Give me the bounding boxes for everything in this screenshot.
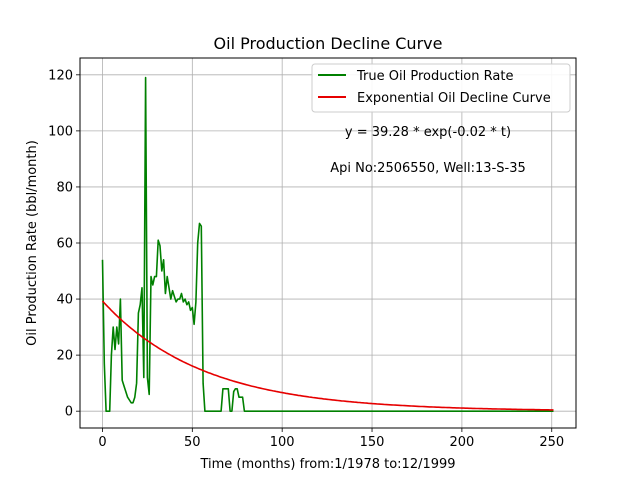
x-tick-label: 0 xyxy=(98,435,106,450)
y-tick-label: 60 xyxy=(56,237,73,252)
y-tick-label: 40 xyxy=(56,293,73,308)
x-tick-label: 200 xyxy=(449,435,474,450)
legend-label-true-rate: True Oil Production Rate xyxy=(356,69,513,84)
y-tick-label: 100 xyxy=(48,124,73,139)
axis-ticks: 0 50 100 150 200 250 0 20 40 60 80 100 120 xyxy=(48,68,564,450)
equation-annotation: y = 39.28 * exp(-0.02 * t) xyxy=(345,125,511,140)
x-tick-label: 250 xyxy=(539,435,564,450)
x-tick-label: 150 xyxy=(360,435,385,450)
x-tick-label: 50 xyxy=(184,435,201,450)
legend-box xyxy=(311,63,571,113)
y-axis-label: Oil Production Rate (bbl/month) xyxy=(25,140,40,346)
plot-lines xyxy=(101,76,554,413)
exponential-decline-line xyxy=(101,300,554,411)
well-annotation: Api No:2506550, Well:13-S-35 xyxy=(330,161,526,176)
y-tick-label: 120 xyxy=(48,68,73,83)
y-tick-label: 0 xyxy=(65,405,73,420)
legend-label-exponential: Exponential Oil Decline Curve xyxy=(357,91,551,106)
x-axis-label: Time (months) from:1/1978 to:12/1999 xyxy=(199,457,455,472)
grid xyxy=(80,58,576,428)
x-tick-label: 100 xyxy=(270,435,295,450)
true-production-line xyxy=(101,76,554,413)
chart-title: Oil Production Decline Curve xyxy=(214,34,443,53)
y-tick-label: 80 xyxy=(56,180,73,195)
y-tick-label: 20 xyxy=(56,349,73,364)
legend: True Oil Production Rate Exponential Oil… xyxy=(311,63,571,113)
